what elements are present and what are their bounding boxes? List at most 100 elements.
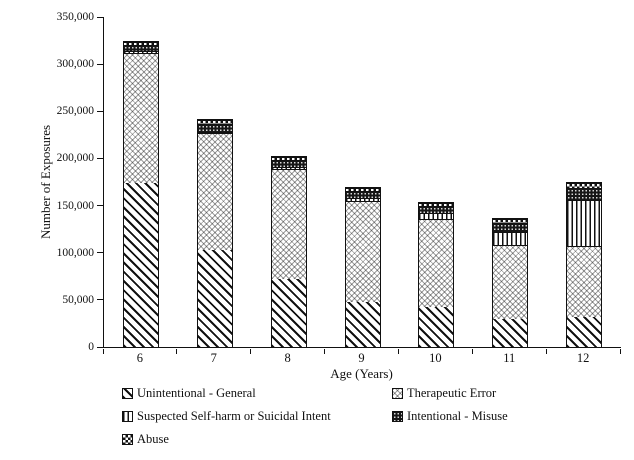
y-tick-label: 250,000 xyxy=(56,105,94,118)
bar-segment xyxy=(493,222,528,232)
bar-segment xyxy=(419,205,454,214)
bar-segment xyxy=(271,169,306,280)
bar-segment xyxy=(493,245,528,320)
y-tick-mark xyxy=(97,252,103,254)
y-tick-label: 0 xyxy=(88,341,94,353)
y-tick-label: 350,000 xyxy=(56,11,94,23)
bar-slot xyxy=(252,17,326,347)
bar-segment xyxy=(197,249,232,347)
bar-segment xyxy=(419,213,454,220)
bar-segment xyxy=(419,219,454,308)
x-tick-mark xyxy=(397,348,399,354)
x-category-label: 7 xyxy=(210,351,217,365)
x-tick-mark xyxy=(176,348,178,354)
bar-segment xyxy=(197,133,232,250)
x-category-label: 10 xyxy=(429,351,442,365)
bar-segment xyxy=(123,51,158,53)
bar-segment xyxy=(271,167,306,170)
bar-segment xyxy=(123,52,158,183)
y-tick-label: 150,000 xyxy=(56,199,94,212)
x-category-label: 11 xyxy=(503,351,516,365)
chart-legend: Unintentional - General Therapeutic Error… xyxy=(122,386,612,447)
bar-segment xyxy=(493,232,528,246)
plot-area xyxy=(103,17,621,348)
legend-swatch-icon xyxy=(122,388,133,399)
stacked-bar-age-10 xyxy=(418,201,455,347)
legend-label: Unintentional - General xyxy=(137,386,256,400)
bar-segment xyxy=(345,190,380,199)
legend-swatch-icon xyxy=(122,434,133,445)
bar-segment xyxy=(345,200,380,302)
bar-segment xyxy=(123,42,158,46)
bar-segment xyxy=(345,301,380,347)
y-tick-label: 300,000 xyxy=(56,58,94,71)
bar-segment xyxy=(345,198,380,201)
bar-segment xyxy=(123,45,158,52)
bar-segment xyxy=(493,219,528,223)
y-tick-mark xyxy=(97,110,103,112)
y-tick-mark xyxy=(97,346,103,348)
y-tick-mark xyxy=(97,299,103,301)
legend-swatch-icon xyxy=(392,388,403,399)
y-tick-label: 100,000 xyxy=(56,246,94,259)
bar-slot xyxy=(326,17,400,347)
legend-item: Abuse xyxy=(122,432,392,447)
y-tick-mark xyxy=(97,157,103,159)
legend-label: Therapeutic Error xyxy=(407,386,497,400)
x-axis-category-labels: 6 7 8 9 10 11 12 xyxy=(103,351,620,366)
x-tick-mark xyxy=(471,348,473,354)
legend-swatch-icon xyxy=(122,411,133,422)
stacked-bar-age-12 xyxy=(566,181,603,347)
x-tick-mark xyxy=(250,348,252,354)
bar-segment xyxy=(567,316,602,347)
bar-segment xyxy=(567,246,602,317)
stacked-bar-age-6 xyxy=(122,41,159,347)
y-tick-mark xyxy=(97,63,103,65)
bar-segment xyxy=(271,156,306,160)
legend-swatch-icon xyxy=(392,411,403,422)
bar-segment xyxy=(345,188,380,191)
bar-segment xyxy=(567,182,602,189)
legend-item: Therapeutic Error xyxy=(392,386,612,401)
y-axis-title: Number of Exposures xyxy=(38,124,53,240)
x-category-label: 12 xyxy=(576,351,590,365)
bar-segment xyxy=(567,188,602,200)
legend-item: Unintentional - General xyxy=(122,386,392,401)
x-category-label: 8 xyxy=(284,351,291,365)
stacked-bar-age-8 xyxy=(270,155,307,347)
x-category-label: 9 xyxy=(358,351,365,365)
bar-slot xyxy=(473,17,547,347)
y-tick-label: 50,000 xyxy=(62,293,94,306)
y-tick-label: 200,000 xyxy=(56,152,94,165)
stacked-bar-age-9 xyxy=(344,187,381,347)
stacked-bar-age-7 xyxy=(196,119,233,347)
bar-slot xyxy=(104,17,178,347)
bar-segment xyxy=(197,132,232,134)
bar-segment xyxy=(419,202,454,206)
bar-slot xyxy=(178,17,252,347)
x-tick-mark xyxy=(324,348,326,354)
bar-segment xyxy=(493,319,528,347)
bar-segment xyxy=(419,307,454,347)
legend-label: Suspected Self-harm or Suicidal Intent xyxy=(137,409,331,423)
y-tick-mark xyxy=(97,16,103,18)
bar-slot xyxy=(399,17,473,347)
legend-label: Abuse xyxy=(137,432,169,446)
legend-item: Intentional - Misuse xyxy=(392,409,612,424)
bars-container xyxy=(104,17,621,347)
bar-segment xyxy=(567,199,602,247)
bar-slot xyxy=(547,17,621,347)
bar-segment xyxy=(271,279,306,347)
bar-segment xyxy=(197,124,232,133)
x-tick-mark xyxy=(619,348,621,354)
y-tick-mark xyxy=(97,205,103,207)
legend-item: Suspected Self-harm or Suicidal Intent xyxy=(122,409,392,424)
legend-label: Intentional - Misuse xyxy=(407,409,508,423)
bar-segment xyxy=(271,159,306,168)
x-tick-mark xyxy=(545,348,547,354)
bar-segment xyxy=(123,182,158,347)
stacked-bar-age-11 xyxy=(492,218,529,347)
bar-segment xyxy=(197,120,232,125)
x-tick-mark xyxy=(102,348,104,354)
